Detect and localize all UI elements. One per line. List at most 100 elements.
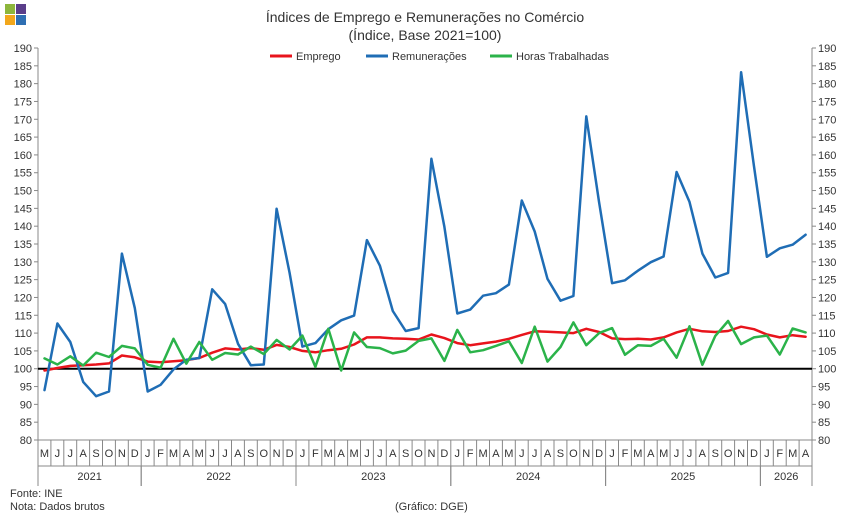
y-tick-label-right: 135 xyxy=(818,239,836,251)
year-label: 2024 xyxy=(516,471,540,483)
month-label: J xyxy=(55,448,61,460)
y-tick-label-right: 150 xyxy=(818,186,836,198)
month-label: M xyxy=(478,448,487,460)
legend-label: Emprego xyxy=(296,51,341,63)
y-tick-label-left: 85 xyxy=(20,417,32,429)
y-tick-label-left: 140 xyxy=(14,221,32,233)
y-tick-label-left: 135 xyxy=(14,239,32,251)
month-label: O xyxy=(105,448,114,460)
month-label: J xyxy=(519,448,525,460)
month-label: J xyxy=(764,448,770,460)
month-label: J xyxy=(674,448,680,460)
y-tick-label-left: 190 xyxy=(14,43,32,55)
month-label: F xyxy=(467,448,474,460)
y-tick-label-left: 165 xyxy=(14,132,32,144)
year-label: 2022 xyxy=(206,471,230,483)
y-tick-label-right: 160 xyxy=(818,150,836,162)
logo xyxy=(5,4,27,26)
month-label: O xyxy=(414,448,423,460)
month-label: S xyxy=(92,448,99,460)
y-tick-label-right: 105 xyxy=(818,346,836,358)
logo-square xyxy=(16,15,26,25)
month-label: M xyxy=(40,448,49,460)
month-label: J xyxy=(364,448,370,460)
month-label: S xyxy=(712,448,719,460)
y-tick-label-right: 145 xyxy=(818,203,836,215)
month-label: N xyxy=(427,448,435,460)
y-tick-label-left: 115 xyxy=(14,310,32,322)
month-label: N xyxy=(582,448,590,460)
month-label: M xyxy=(659,448,668,460)
y-tick-label-left: 120 xyxy=(14,292,32,304)
month-label: A xyxy=(337,448,345,460)
y-tick-label-left: 105 xyxy=(14,346,32,358)
month-label: N xyxy=(273,448,281,460)
y-tick-label-left: 110 xyxy=(14,328,32,340)
month-label: J xyxy=(68,448,74,460)
footer-note: Nota: Dados brutos xyxy=(10,501,105,513)
logo-square xyxy=(5,4,15,14)
legend-label: Horas Trabalhadas xyxy=(516,51,609,63)
y-tick-label-right: 155 xyxy=(818,168,836,180)
chart-title: Índices de Emprego e Remunerações no Com… xyxy=(266,9,584,25)
y-tick-label-left: 90 xyxy=(20,399,32,411)
month-label: O xyxy=(724,448,733,460)
y-tick-label-left: 150 xyxy=(14,186,32,198)
y-tick-label-right: 85 xyxy=(818,417,830,429)
month-label: A xyxy=(647,448,655,460)
y-tick-label-right: 170 xyxy=(818,114,836,126)
y-tick-label-left: 175 xyxy=(14,96,32,108)
y-tick-label-right: 95 xyxy=(818,382,830,394)
month-label: M xyxy=(324,448,333,460)
y-tick-label-right: 175 xyxy=(818,96,836,108)
month-label: A xyxy=(79,448,87,460)
y-tick-label-right: 120 xyxy=(818,292,836,304)
y-tick-label-right: 185 xyxy=(818,61,836,73)
y-tick-label-right: 190 xyxy=(818,43,836,55)
month-label: J xyxy=(209,448,215,460)
month-label: D xyxy=(131,448,139,460)
footer-credit: (Gráfico: DGE) xyxy=(395,501,468,513)
month-label: D xyxy=(595,448,603,460)
year-label: 2025 xyxy=(671,471,695,483)
month-label: S xyxy=(557,448,564,460)
month-label: A xyxy=(183,448,191,460)
y-tick-label-left: 180 xyxy=(14,79,32,91)
y-tick-label-right: 100 xyxy=(818,364,836,376)
y-tick-label-left: 125 xyxy=(14,275,32,287)
month-label: N xyxy=(737,448,745,460)
month-label: J xyxy=(687,448,693,460)
y-tick-label-right: 125 xyxy=(818,275,836,287)
month-label: M xyxy=(169,448,178,460)
footer-source: Fonte: INE xyxy=(10,488,63,500)
year-label: 2023 xyxy=(361,471,385,483)
month-label: F xyxy=(312,448,319,460)
month-label: O xyxy=(259,448,268,460)
month-label: M xyxy=(633,448,642,460)
month-label: F xyxy=(157,448,164,460)
month-label: J xyxy=(609,448,615,460)
month-label: D xyxy=(440,448,448,460)
y-tick-label-right: 180 xyxy=(818,79,836,91)
y-tick-label-right: 140 xyxy=(818,221,836,233)
month-label: J xyxy=(145,448,151,460)
legend: Emprego Remunerações Horas Trabalhadas xyxy=(270,51,609,63)
y-tick-label-right: 80 xyxy=(818,435,830,447)
axes: 80 80 85 85 90 90 95 95 100 100 105 105 110 110 115 115… xyxy=(14,43,836,486)
logo-square xyxy=(16,4,26,14)
month-label: D xyxy=(286,448,294,460)
chart-subtitle: (Índice, Base 2021=100) xyxy=(349,27,502,43)
y-tick-label-left: 160 xyxy=(14,150,32,162)
month-label: M xyxy=(504,448,513,460)
month-label: M xyxy=(195,448,204,460)
y-tick-label-left: 155 xyxy=(14,168,32,180)
month-label: A xyxy=(699,448,707,460)
year-label: 2021 xyxy=(77,471,101,483)
month-label: S xyxy=(402,448,409,460)
y-tick-label-left: 100 xyxy=(14,364,32,376)
y-tick-label-left: 170 xyxy=(14,114,32,126)
month-label: J xyxy=(300,448,306,460)
legend-label: Remunerações xyxy=(392,51,467,63)
y-tick-label-left: 145 xyxy=(14,203,32,215)
